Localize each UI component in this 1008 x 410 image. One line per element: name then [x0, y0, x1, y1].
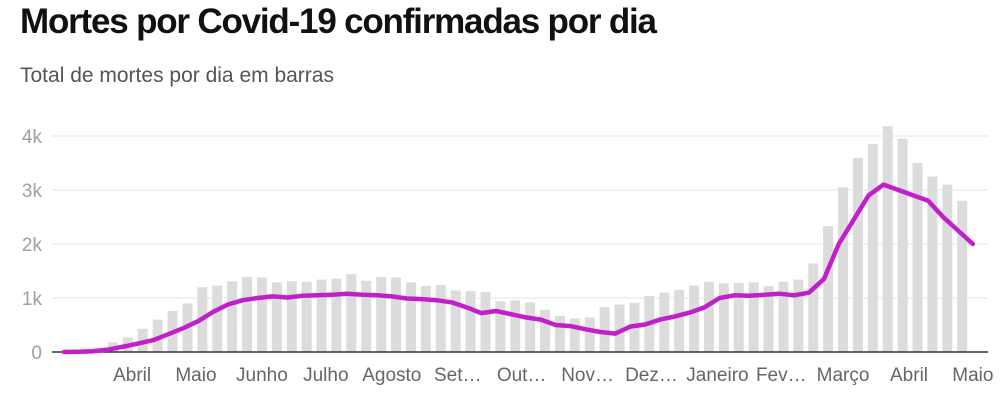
x-tick-label: Dez… — [625, 365, 678, 386]
x-tick-label: Abril — [890, 365, 928, 386]
x-tick-label: Julho — [303, 365, 348, 386]
daily-deaths-bar — [689, 285, 700, 352]
daily-deaths-bar — [659, 292, 670, 352]
daily-deaths-bar — [301, 281, 312, 352]
daily-deaths-bar — [480, 292, 491, 352]
daily-deaths-bar — [510, 300, 521, 352]
daily-deaths-bar — [256, 277, 267, 352]
daily-deaths-bar — [316, 279, 327, 352]
daily-deaths-bar — [674, 289, 685, 352]
daily-deaths-bar — [346, 274, 357, 352]
daily-deaths-bar — [271, 282, 282, 352]
daily-deaths-bar — [957, 200, 968, 352]
x-tick-label: Maio — [952, 365, 993, 386]
chart-subtitle: Total de mortes por dia em barras — [20, 64, 334, 87]
daily-deaths-bar — [212, 285, 223, 352]
y-tick-label: 0 — [31, 343, 42, 364]
daily-deaths-bar — [808, 263, 819, 352]
daily-deaths-bar — [569, 318, 580, 352]
daily-deaths-bar — [584, 317, 595, 352]
x-tick-label: Fev… — [756, 365, 807, 386]
daily-deaths-bar — [376, 276, 387, 352]
y-tick-label: 3k — [22, 181, 43, 202]
y-tick-label: 4k — [22, 127, 43, 148]
daily-deaths-bar — [420, 286, 431, 352]
x-tick-label: Agosto — [362, 365, 421, 386]
daily-deaths-bar — [838, 187, 849, 352]
y-tick-label: 1k — [22, 289, 43, 310]
x-tick-label: Junho — [236, 365, 288, 386]
daily-deaths-bar — [942, 184, 953, 352]
daily-deaths-bar — [778, 281, 789, 352]
daily-deaths-bar — [465, 290, 476, 352]
x-tick-label: Out… — [497, 365, 547, 386]
daily-deaths-bar — [733, 282, 744, 352]
daily-deaths-bar — [435, 285, 446, 352]
x-tick-label: Maio — [175, 365, 216, 386]
daily-deaths-bar — [540, 309, 551, 352]
y-tick-label: 2k — [22, 235, 43, 256]
daily-deaths-bar — [882, 126, 893, 352]
daily-deaths-bar — [927, 176, 938, 352]
daily-deaths-bar — [391, 277, 402, 352]
daily-deaths-bar — [599, 307, 610, 352]
daily-deaths-bar — [703, 281, 714, 352]
x-tick-label: Nov… — [561, 365, 614, 386]
daily-deaths-bar — [152, 319, 163, 352]
daily-deaths-bar — [286, 281, 297, 352]
daily-deaths-bar — [793, 279, 804, 352]
daily-deaths-bar — [763, 286, 774, 352]
daily-deaths-bar — [554, 315, 565, 352]
x-tick-label: Set… — [434, 365, 482, 386]
daily-deaths-bar — [405, 282, 416, 352]
daily-deaths-bar — [718, 283, 729, 352]
x-tick-label: Abril — [113, 365, 151, 386]
daily-deaths-bar — [525, 302, 536, 352]
daily-deaths-bar — [823, 226, 834, 352]
daily-deaths-bar — [450, 290, 461, 352]
daily-deaths-bar — [867, 144, 878, 352]
x-tick-label: Março — [817, 365, 870, 386]
x-tick-label: Janeiro — [686, 365, 748, 386]
moving-average-line — [61, 182, 976, 355]
daily-deaths-bar — [361, 280, 372, 352]
chart-title: Mortes por Covid-19 confirmadas por dia — [20, 2, 657, 41]
daily-deaths-bar — [912, 163, 923, 352]
daily-deaths-bar — [852, 158, 863, 352]
daily-deaths-bar — [614, 304, 625, 352]
daily-deaths-bar — [495, 301, 506, 352]
daily-deaths-bar — [897, 138, 908, 352]
daily-deaths-bar — [242, 276, 253, 352]
daily-deaths-bar — [748, 282, 759, 352]
daily-deaths-bar — [331, 278, 342, 352]
daily-deaths-bar — [227, 281, 238, 352]
